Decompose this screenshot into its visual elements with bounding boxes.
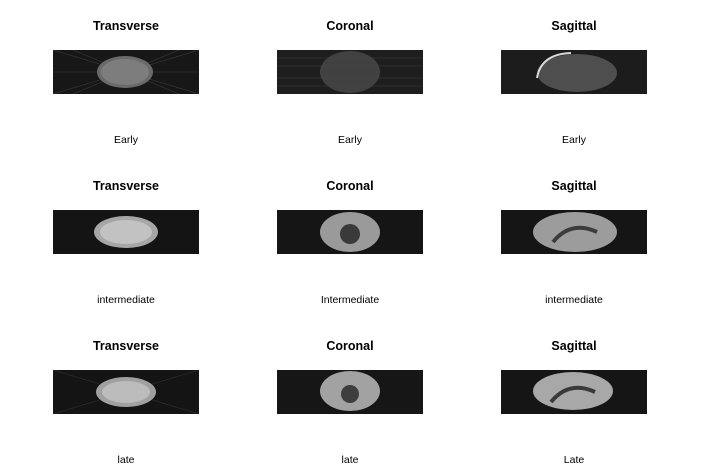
panel-title: Transverse	[92, 19, 160, 33]
transverse-scan	[53, 210, 199, 254]
panel-title: Sagittal	[551, 339, 597, 353]
panel-caption: late	[117, 454, 135, 466]
scan-image	[53, 210, 199, 254]
panel-title: Sagittal	[551, 19, 597, 33]
scan-image	[277, 370, 423, 414]
panel-caption: intermediate	[545, 294, 603, 306]
panel-title: Transverse	[92, 179, 160, 193]
scan-image	[53, 50, 199, 94]
scan-image	[501, 210, 647, 254]
panel-title: Coronal	[326, 339, 374, 353]
coronal-scan	[277, 210, 423, 254]
panel-title: Coronal	[326, 19, 374, 33]
panel-title: Coronal	[326, 179, 374, 193]
panel-title: Transverse	[92, 339, 160, 353]
coronal-scan	[277, 370, 423, 414]
scan-image	[277, 50, 423, 94]
scan-image	[53, 370, 199, 414]
transverse-scan	[53, 370, 199, 414]
sagittal-scan	[501, 50, 647, 94]
sagittal-scan	[501, 370, 647, 414]
coronal-scan	[277, 50, 423, 94]
sagittal-scan	[501, 210, 647, 254]
scan-image	[501, 50, 647, 94]
transverse-scan	[53, 50, 199, 94]
panel-caption: intermediate	[97, 294, 155, 306]
scan-image	[501, 370, 647, 414]
panel-caption: Early	[562, 134, 586, 146]
panel-caption: Intermediate	[320, 294, 380, 306]
panel-caption: late	[341, 454, 359, 466]
panel-caption: Late	[563, 454, 585, 466]
panel-title: Sagittal	[551, 179, 597, 193]
scan-image	[277, 210, 423, 254]
panel-caption: Early	[114, 134, 138, 146]
panel-caption: Early	[338, 134, 362, 146]
